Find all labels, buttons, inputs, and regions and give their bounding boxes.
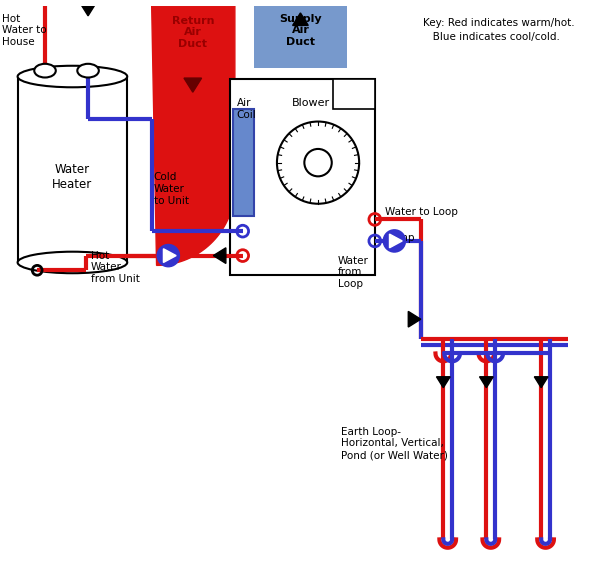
Bar <box>233 109 254 217</box>
Polygon shape <box>163 249 176 263</box>
Circle shape <box>384 230 405 252</box>
Polygon shape <box>214 248 226 264</box>
Bar <box>230 79 375 275</box>
Ellipse shape <box>34 64 56 78</box>
Text: Water
from
Loop: Water from Loop <box>337 256 368 289</box>
Ellipse shape <box>18 252 127 273</box>
Text: Air
Coil: Air Coil <box>237 98 257 120</box>
Circle shape <box>157 245 179 266</box>
Polygon shape <box>534 376 548 388</box>
Polygon shape <box>152 6 235 265</box>
Text: Earth Loop-
Horizontal, Vertical,
Pond (or Well Water): Earth Loop- Horizontal, Vertical, Pond (… <box>340 427 448 460</box>
Ellipse shape <box>77 64 99 78</box>
Polygon shape <box>81 5 95 16</box>
Ellipse shape <box>18 66 127 87</box>
Text: Supply
Air
Duct: Supply Air Duct <box>279 14 321 47</box>
Text: Blower: Blower <box>292 98 330 108</box>
Text: Water
Heater: Water Heater <box>52 163 93 191</box>
Text: Hot
Water
from Unit: Hot Water from Unit <box>91 251 140 284</box>
Text: Return
Air
Duct: Return Air Duct <box>171 16 214 49</box>
Polygon shape <box>390 234 402 248</box>
Text: Blue indicates cool/cold.: Blue indicates cool/cold. <box>423 32 559 41</box>
Bar <box>332 79 375 109</box>
Text: Pump: Pump <box>384 233 414 243</box>
Polygon shape <box>479 376 493 388</box>
Polygon shape <box>408 311 421 327</box>
Polygon shape <box>437 376 450 388</box>
Text: Water to Loop: Water to Loop <box>384 206 458 217</box>
Polygon shape <box>293 13 308 26</box>
Text: Hot
Water to
House: Hot Water to House <box>2 14 46 47</box>
Bar <box>254 6 348 67</box>
Polygon shape <box>184 78 201 92</box>
Text: Key: Red indicates warm/hot.: Key: Red indicates warm/hot. <box>423 18 575 28</box>
Bar <box>18 77 127 263</box>
Text: Cold
Water
to Unit: Cold Water to Unit <box>154 172 188 206</box>
